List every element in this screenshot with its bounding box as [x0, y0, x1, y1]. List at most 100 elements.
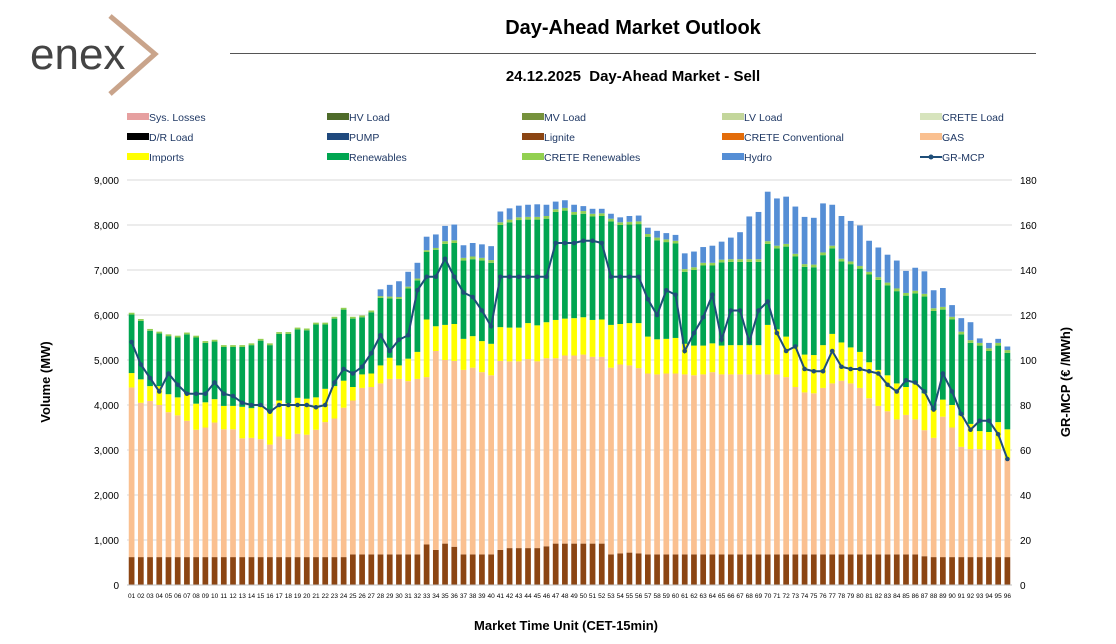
gr-mcp-point: [571, 240, 577, 246]
legend-swatch: [327, 113, 349, 120]
bar-lignite: [239, 557, 246, 585]
bar-lignite: [857, 554, 863, 585]
x-tick-label: 46: [543, 593, 551, 600]
bar-lignite: [202, 557, 209, 585]
bar-imports: [727, 345, 734, 375]
x-tick-label: 05: [165, 593, 173, 600]
gr-mcp-point: [175, 382, 181, 388]
bar-gas: [1004, 458, 1011, 558]
gr-mcp-point: [977, 418, 983, 424]
bar-lignite: [257, 557, 264, 585]
bar-hydro: [488, 246, 494, 261]
bar-lignite: [700, 554, 707, 585]
bar-lignite: [534, 548, 541, 585]
gr-mcp-point: [912, 380, 918, 385]
bar-lignite: [386, 554, 393, 585]
x-tick-label: 48: [561, 593, 569, 600]
bar-gas: [386, 378, 393, 555]
bar-gas: [672, 373, 679, 555]
gr-mcp-point: [405, 332, 411, 338]
x-tick-label: 02: [137, 593, 145, 600]
bar-renewables: [995, 345, 1002, 423]
bar-lignite: [691, 554, 697, 585]
bar-lignite: [469, 554, 476, 585]
bar-imports: [386, 357, 393, 379]
bar-imports: [285, 403, 292, 440]
bar-imports: [414, 351, 421, 379]
bar-lignite: [810, 554, 817, 585]
bar-lignite: [128, 557, 135, 585]
x-tick-label: 24: [340, 593, 348, 600]
bar-crete-renewables: [774, 245, 780, 249]
bar-crete-renewables: [211, 339, 218, 342]
bar-crete-renewables: [930, 308, 937, 311]
x-tick-label: 70: [764, 593, 772, 600]
x-tick-label: 52: [598, 593, 606, 600]
bar-lignite: [359, 554, 365, 585]
x-tick-label: 88: [930, 593, 938, 600]
gr-mcp-point: [276, 402, 282, 408]
bar-renewables: [386, 298, 393, 358]
bar-gas: [562, 355, 568, 544]
bar-gas: [921, 430, 928, 557]
bar-imports: [267, 412, 273, 445]
gr-mcp-point: [534, 274, 540, 280]
bar-lignite: [497, 549, 504, 585]
bar-hydro: [709, 245, 716, 263]
bar-gas: [608, 367, 614, 555]
x-tick-label: 84: [893, 593, 901, 600]
bar-hydro: [967, 322, 974, 341]
bar-gas: [359, 387, 365, 555]
bar-hydro: [857, 225, 863, 266]
bar-crete-renewables: [202, 341, 209, 343]
bar-gas: [303, 434, 310, 558]
gr-mcp-point: [562, 240, 568, 246]
bar-hydro: [635, 215, 642, 222]
bar-imports: [451, 324, 458, 361]
legend-swatch-marker: [928, 154, 934, 160]
gr-mcp-point: [829, 348, 835, 354]
x-tick-label: 89: [939, 593, 947, 600]
legend-label: Renewables: [349, 152, 407, 164]
gr-mcp-point: [903, 377, 909, 383]
bar-hydro: [801, 216, 808, 265]
bar-crete-renewables: [903, 292, 909, 296]
bar-hydro: [903, 270, 909, 293]
bar-crete-renewables: [359, 315, 365, 318]
bar-gas: [488, 375, 494, 555]
legend-label: CRETE Load: [942, 112, 1004, 124]
bar-imports: [958, 415, 965, 447]
bar-crete-renewables: [432, 247, 439, 250]
bar-crete-renewables: [949, 316, 955, 320]
bar-crete-renewables: [515, 217, 522, 221]
bar-gas: [230, 429, 236, 558]
gr-mcp-point: [498, 274, 503, 280]
bar-hydro: [1004, 346, 1011, 351]
bar-imports: [156, 386, 163, 405]
bar-lignite: [940, 557, 946, 585]
bar-lignite: [626, 552, 633, 585]
x-tick-label: 34: [432, 593, 440, 600]
bar-imports: [377, 365, 384, 384]
gr-mcp-point: [166, 371, 171, 376]
bar-gas: [727, 374, 734, 555]
x-tick-label: 21: [312, 593, 320, 600]
bar-lignite: [230, 557, 236, 585]
bar-lignite: [405, 554, 412, 585]
bar-gas: [552, 358, 559, 544]
bar-renewables: [691, 270, 697, 346]
bar-imports: [838, 342, 845, 381]
legend-swatch: [722, 153, 744, 160]
bar-imports: [534, 325, 541, 362]
bar-hydro: [432, 234, 439, 248]
gr-mcp-point: [931, 407, 936, 412]
y2-tick-label: 20: [1020, 536, 1032, 547]
bar-renewables: [396, 298, 402, 366]
bar-imports: [976, 431, 983, 450]
bar-renewables: [626, 224, 633, 324]
gr-mcp-point: [341, 366, 346, 372]
gr-mcp-point: [267, 409, 273, 415]
x-tick-label: 96: [1004, 593, 1012, 600]
bar-hydro: [469, 243, 476, 257]
legend-label: Hydro: [744, 152, 772, 164]
